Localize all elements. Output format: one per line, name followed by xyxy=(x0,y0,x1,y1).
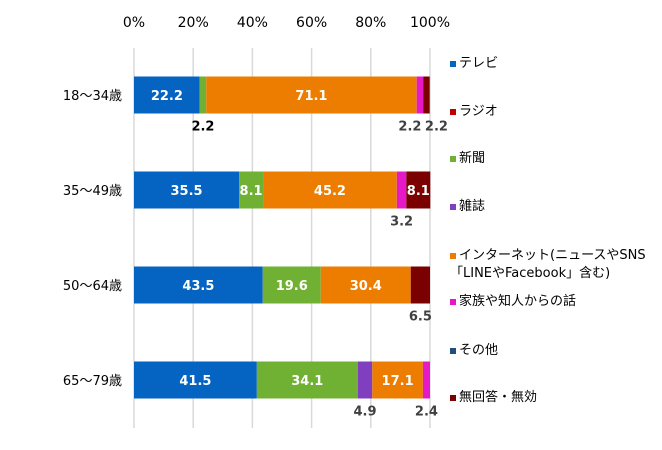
legend-label: 無回答・無効 xyxy=(459,390,538,405)
category-label: 50〜64歳 xyxy=(63,279,122,294)
data-label: 17.1 xyxy=(382,374,414,389)
legend-item: 無回答・無効 xyxy=(450,389,537,407)
category-label: 18〜34歳 xyxy=(63,89,122,104)
bar-segment xyxy=(406,171,431,209)
data-label: 3.2 xyxy=(390,215,413,230)
x-tick-label: 60% xyxy=(296,15,327,31)
legend-swatch xyxy=(450,203,456,210)
legend-label: ラジオ xyxy=(459,104,498,119)
bar-segment xyxy=(134,266,263,304)
data-label: 8.1 xyxy=(407,184,430,199)
data-label: 41.5 xyxy=(179,374,211,389)
data-label: 8.1 xyxy=(240,184,263,199)
data-label: 34.1 xyxy=(291,374,323,389)
legend-item: 新聞 xyxy=(450,150,485,168)
legend-swatch xyxy=(450,298,456,305)
data-label: 19.6 xyxy=(276,279,308,294)
legend-swatch xyxy=(450,252,456,259)
bar-segment xyxy=(134,361,257,399)
data-label: 2.2 xyxy=(191,120,214,135)
data-label: 71.1 xyxy=(295,89,327,104)
bar-segment xyxy=(396,171,407,209)
bar-segment xyxy=(410,266,430,304)
legend-label: 家族や知人からの話 xyxy=(459,294,577,309)
x-tick-label: 20% xyxy=(178,15,209,31)
legend-item: ラジオ xyxy=(450,103,498,121)
bar-segment xyxy=(423,76,430,114)
legend-label: 新聞 xyxy=(459,151,486,166)
bar-segment xyxy=(134,171,240,209)
x-tick-label: 80% xyxy=(355,15,386,31)
data-label: 2.4 xyxy=(415,405,438,420)
data-label: 2.2 xyxy=(425,120,448,135)
legend-item: テレビ xyxy=(450,55,498,73)
x-tick-label: 0% xyxy=(123,15,145,31)
legend-swatch xyxy=(450,108,456,115)
bar-segment xyxy=(320,266,411,304)
x-tick-label: 40% xyxy=(237,15,268,31)
legend-label: 「LINEやFacebook」含む) xyxy=(450,266,611,281)
bar-segment xyxy=(416,76,424,114)
legend-swatch xyxy=(450,394,456,401)
bar-segment xyxy=(206,76,417,114)
data-label: 2.2 xyxy=(398,120,421,135)
bar-segment xyxy=(239,171,264,209)
legend-swatch xyxy=(450,155,456,162)
bar-segment xyxy=(199,76,207,114)
legend-label: 雑誌 xyxy=(459,199,486,214)
legend-item: 雑誌 xyxy=(450,198,485,216)
bar-segment xyxy=(256,361,358,399)
data-label: 22.2 xyxy=(151,89,183,104)
legend-label: インターネット(ニュースやSNS xyxy=(459,248,646,263)
legend-swatch xyxy=(450,60,456,67)
data-label: 6.5 xyxy=(409,310,432,325)
bar-segment xyxy=(262,266,321,304)
legend-item: 家族や知人からの話 xyxy=(450,293,576,311)
legend-swatch xyxy=(450,347,456,354)
legend-item: インターネット(ニュースやSNS 「LINEやFacebook」含む) xyxy=(450,247,646,283)
data-label: 30.4 xyxy=(350,279,382,294)
bar-segment xyxy=(372,361,423,399)
bar-segment xyxy=(263,171,397,209)
category-label: 35〜49歳 xyxy=(63,184,122,199)
x-tick-label: 100% xyxy=(410,15,450,31)
bar-segment xyxy=(422,361,430,399)
category-label: 65〜79歳 xyxy=(63,374,122,389)
data-label: 43.5 xyxy=(182,279,214,294)
bar-segment xyxy=(357,361,373,399)
data-label: 45.2 xyxy=(314,184,346,199)
data-label: 35.5 xyxy=(171,184,203,199)
legend-item: その他 xyxy=(450,342,498,360)
bar-segment xyxy=(134,76,200,114)
legend-label: その他 xyxy=(459,343,499,358)
data-label: 4.9 xyxy=(354,405,377,420)
legend-label: テレビ xyxy=(459,56,499,71)
